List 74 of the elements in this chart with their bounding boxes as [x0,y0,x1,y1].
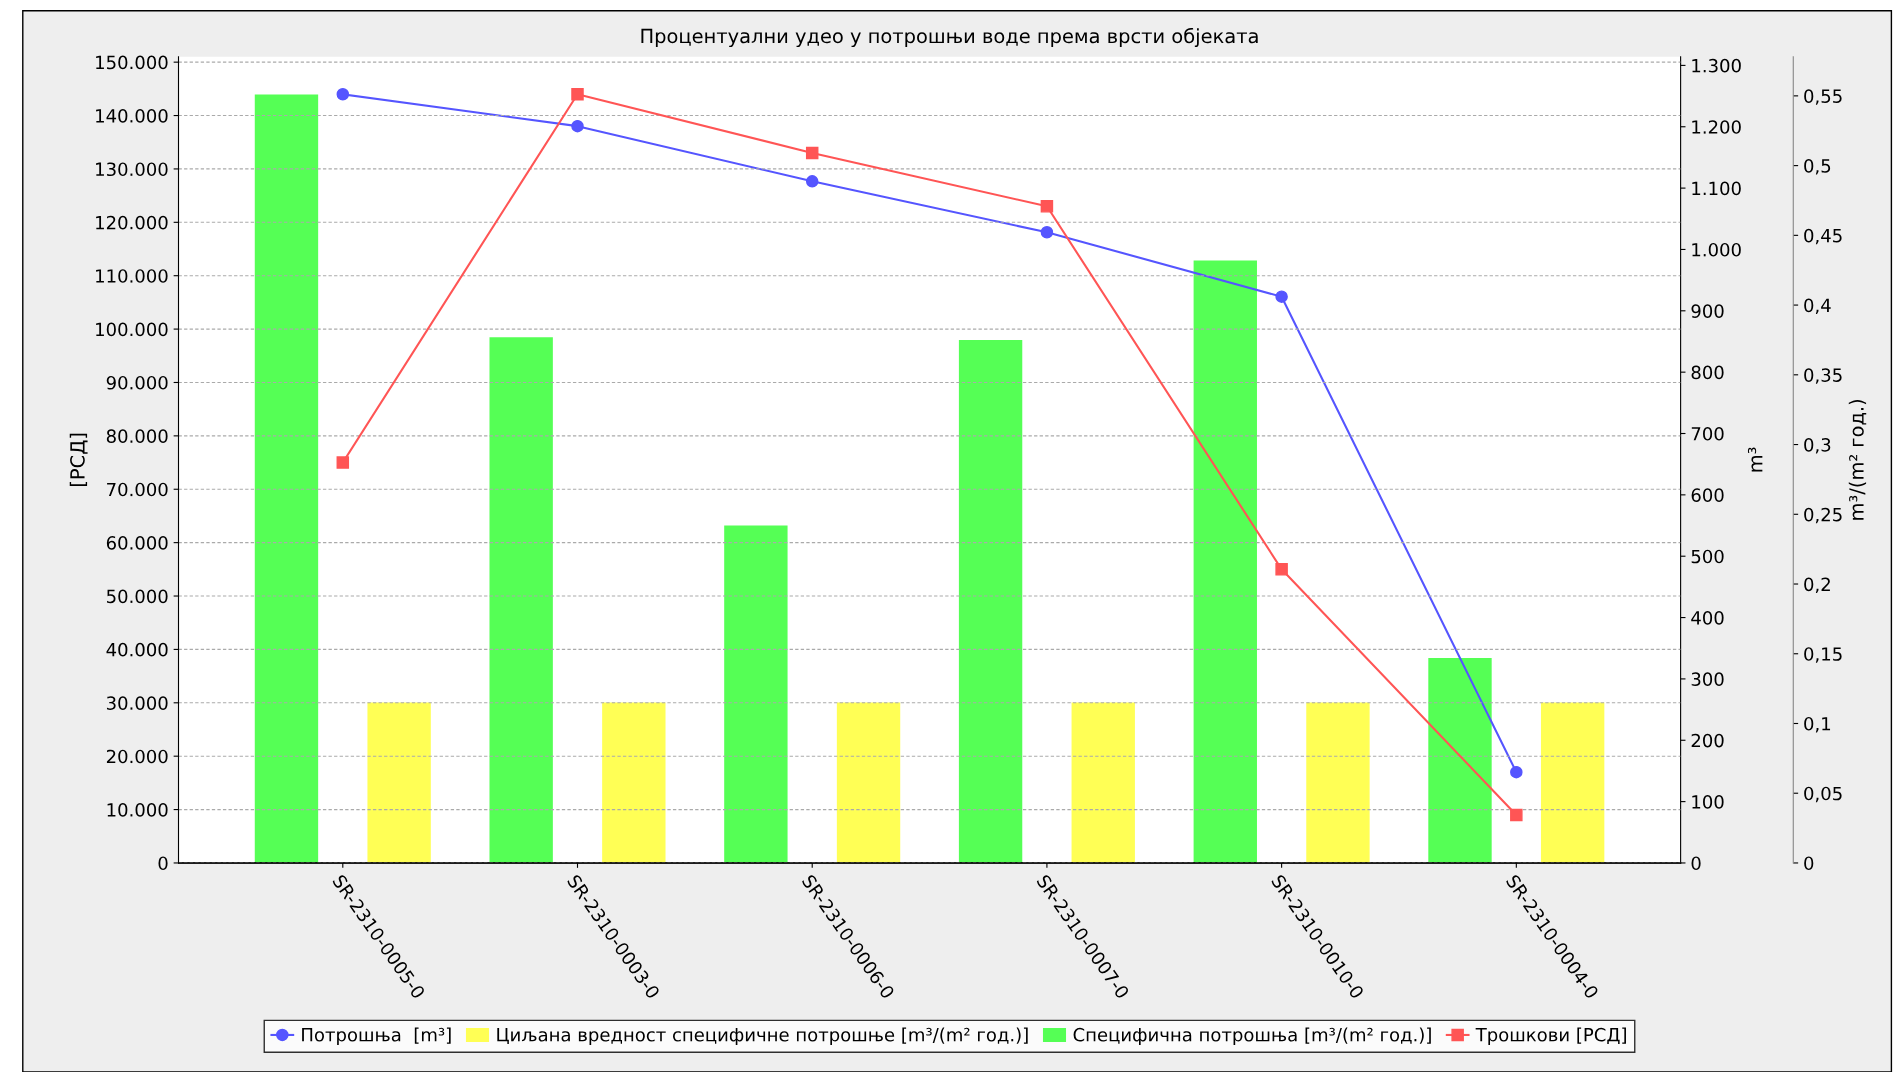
point [1040,226,1054,239]
bar [367,702,431,863]
bar [1193,260,1257,863]
bar [1428,657,1492,863]
y2-tick-label: 1.300 [1692,58,1741,73]
point [1275,290,1288,303]
y-tick-label: 10.000 [107,803,168,817]
bar [1071,702,1135,863]
point [1040,200,1054,213]
y-tick-label: 100.000 [96,322,168,337]
bar [836,702,901,863]
y-tick-label: 120.000 [96,215,168,230]
y-tick-label: 30.000 [106,696,168,710]
y-axis-title: [РСД] [69,433,88,487]
y-tick-label: 50.000 [107,589,168,604]
y2-tick-label: 900 [1691,304,1724,318]
bar [958,339,1023,863]
legend-label: Специфична потрошња [m³/(m² год.)] [1073,1027,1431,1046]
y-tick-label: 0 [158,856,168,871]
y2-tick-label: 300 [1691,672,1724,687]
y2-tick-label: 700 [1691,426,1724,441]
y2-tick-label: 800 [1691,365,1724,380]
y-tick-label: 20.000 [106,749,168,764]
point [805,175,819,188]
y-tick-label: 130.000 [96,162,168,177]
y2-tick-label: 400 [1691,611,1724,625]
y3-tick-label: 0,15 [1804,647,1842,663]
point [805,146,819,160]
bar [1306,702,1370,863]
y3-tick-label: 0,35 [1804,368,1842,384]
bar [1540,702,1605,863]
legend-label: Потрошња [m³] [302,1027,451,1046]
legend-label: Трошкови [РСД] [1475,1027,1626,1046]
y-tick-label: 80.000 [106,429,168,443]
y3-tick-label: 0,25 [1804,507,1842,524]
y2-tick-label: 500 [1691,549,1724,564]
y3-tick-label: 0,1 [1804,716,1831,733]
y2-tick-label: 1.100 [1692,181,1741,196]
point [571,87,584,101]
point [336,456,350,469]
y2-tick-label: 0 [1691,856,1701,871]
bar [254,94,319,863]
y3-tick-label: 0 [1804,856,1814,871]
chart-title: Процентуални удео у потрошњи воде према врсти објеката [641,27,1258,48]
point [571,119,584,133]
y2-tick-label: 200 [1691,733,1724,748]
y-tick-label: 40.000 [106,642,168,657]
y3-tick-label: 0,45 [1804,228,1842,245]
point [336,87,350,101]
y3-axis-title: m³/(m² год.) [1848,400,1867,520]
y-tick-label: 70.000 [107,482,168,497]
y2-tick-label: 1.200 [1692,120,1741,134]
bar [489,337,553,863]
y2-tick-label: 100 [1692,795,1724,809]
y3-tick-label: 0,5 [1804,159,1831,175]
bar [602,702,666,863]
y3-tick-label: 0,05 [1804,786,1842,803]
y3-tick-label: 0,2 [1804,577,1830,593]
y2-tick-label: 600 [1691,488,1724,502]
point [1275,563,1288,576]
point [1510,765,1523,779]
y-tick-label: 140.000 [96,109,168,123]
y2-axis-title: m³ [1747,447,1763,472]
y3-tick-label: 0,3 [1804,438,1831,454]
y-tick-label: 150.000 [96,55,168,70]
legend-label: Циљана вредност специфичне потрошње [m³/(m² год.)] [497,1027,1028,1046]
y3-tick-label: 0,4 [1804,298,1831,315]
y2-tick-label: 1.000 [1692,242,1741,257]
y-tick-label: 60.000 [106,536,168,550]
y-tick-label: 90.000 [106,375,168,390]
y3-tick-label: 0,55 [1804,89,1842,105]
point [1510,808,1523,822]
y-tick-label: 110.000 [96,269,168,283]
bar [724,525,788,863]
